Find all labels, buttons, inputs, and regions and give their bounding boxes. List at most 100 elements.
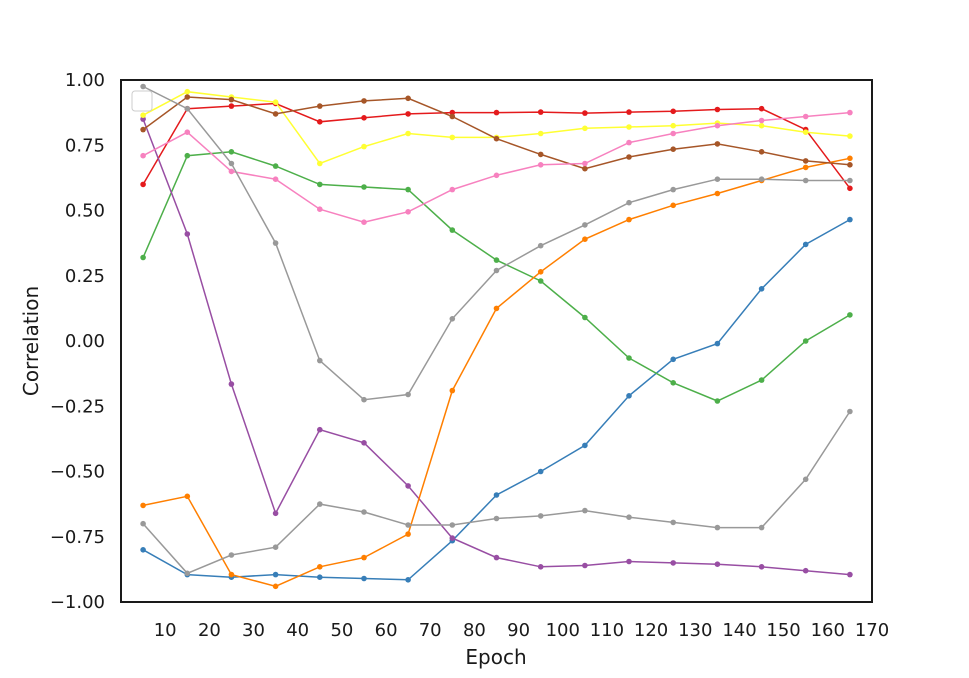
series-4-point: [670, 560, 676, 566]
x-tick-label: 130: [678, 620, 712, 641]
x-tick-label: 100: [546, 620, 580, 641]
series-2-point: [758, 286, 765, 292]
series-4-line: [142, 118, 850, 576]
series-5-point: [802, 164, 809, 171]
series-2-point: [847, 216, 853, 223]
series-5-point: [272, 583, 279, 590]
series-1-point: [537, 109, 544, 115]
series-6-point: [802, 129, 809, 135]
series-9-line: [142, 85, 850, 401]
series-8-point: [405, 209, 411, 215]
x-tick-label: 140: [722, 620, 756, 641]
series-10-point: [758, 524, 765, 531]
series-4-point: [847, 571, 853, 578]
series-10-point: [582, 507, 588, 514]
series-3-point: [272, 163, 279, 169]
plot-frame: [120, 79, 873, 603]
series-4-point: [582, 562, 588, 569]
series-5-point: [405, 531, 411, 537]
x-tick-label: 10: [154, 620, 177, 641]
series-4-point: [537, 564, 544, 570]
series-2-point: [537, 468, 544, 475]
series-3-point: [405, 186, 411, 193]
series-2-line: [142, 218, 851, 581]
x-axis-title: Epoch: [465, 645, 526, 669]
series-9-point: [140, 83, 146, 90]
x-tick-label: 110: [590, 620, 624, 641]
series-9-point: [582, 222, 588, 228]
y-tick-label: 1.00: [65, 70, 105, 91]
series-9-point: [405, 391, 411, 398]
y-tick-label: −1.00: [50, 592, 105, 613]
series-8-point: [449, 186, 456, 193]
series-7-point: [493, 135, 500, 142]
series-9-point: [449, 316, 456, 322]
series-8-point: [537, 162, 544, 168]
x-tick-label: 120: [634, 620, 668, 641]
series-6-point: [317, 160, 323, 167]
series-8-point: [802, 113, 809, 120]
y-tick-label: 0.00: [65, 331, 105, 352]
series-3-point: [847, 312, 853, 318]
series-10-point: [714, 524, 721, 531]
series-7-point: [184, 94, 191, 100]
series-2-point: [140, 547, 146, 553]
series-6-point: [670, 122, 676, 129]
series-5-point: [184, 493, 191, 500]
series-10-point: [847, 408, 853, 415]
series-6-point: [361, 143, 367, 150]
series-5-point: [317, 564, 323, 570]
series-3-point: [184, 152, 191, 159]
series-2-point: [361, 575, 367, 582]
series-7-point: [272, 111, 279, 117]
series-4-point: [405, 483, 411, 489]
x-tick-label: 30: [242, 620, 265, 641]
series-2-point: [493, 492, 500, 498]
series-4-point: [626, 558, 632, 565]
legend-box: [131, 90, 153, 112]
series-1-point: [714, 106, 721, 113]
series-3-point: [493, 257, 500, 263]
series-3-point: [626, 355, 632, 361]
series-2-point: [272, 571, 279, 578]
series-3-line: [142, 151, 851, 402]
series-4-point: [758, 564, 765, 570]
series-1-point: [670, 108, 676, 115]
series-6-point: [847, 133, 853, 139]
series-3-point: [802, 338, 809, 344]
series-10-point: [140, 520, 146, 527]
series-3-point: [537, 278, 544, 284]
x-axis-ticks: 10 20 30 40 50 60 70 80 90 100 110 120 130 140 150 160 1…: [154, 620, 889, 641]
series-10-point: [626, 514, 632, 520]
series-5-line: [142, 157, 851, 588]
series-8-point: [714, 122, 721, 129]
series-3-point: [714, 398, 721, 404]
series-6-point: [140, 112, 146, 118]
series-5-point: [847, 155, 853, 162]
series-1-point: [449, 109, 456, 116]
series-5-point: [582, 236, 588, 242]
series-4-point: [228, 381, 235, 387]
series-10-point: [537, 513, 544, 519]
series-5-point: [537, 269, 544, 275]
series-7-point: [361, 98, 367, 104]
y-tick-label: 0.75: [65, 135, 105, 156]
series-5-point: [626, 216, 632, 223]
series-8-point: [582, 160, 588, 167]
series-5-point: [714, 190, 721, 197]
series-7-point: [405, 95, 411, 102]
y-tick-label: 0.50: [65, 201, 105, 222]
series-1-point: [758, 105, 765, 112]
series-8-line: [142, 111, 850, 223]
series-10-point: [272, 544, 279, 550]
series-8-point: [758, 117, 765, 124]
series-10-point: [493, 515, 500, 522]
series-2-point: [626, 393, 632, 399]
series-3-point: [361, 184, 367, 190]
x-tick-label: 60: [375, 620, 398, 641]
series-8-point: [140, 152, 146, 159]
series-6-point: [626, 124, 632, 130]
series-1-point: [228, 103, 235, 109]
series-9-point: [670, 186, 676, 193]
series-4-point: [272, 510, 279, 517]
